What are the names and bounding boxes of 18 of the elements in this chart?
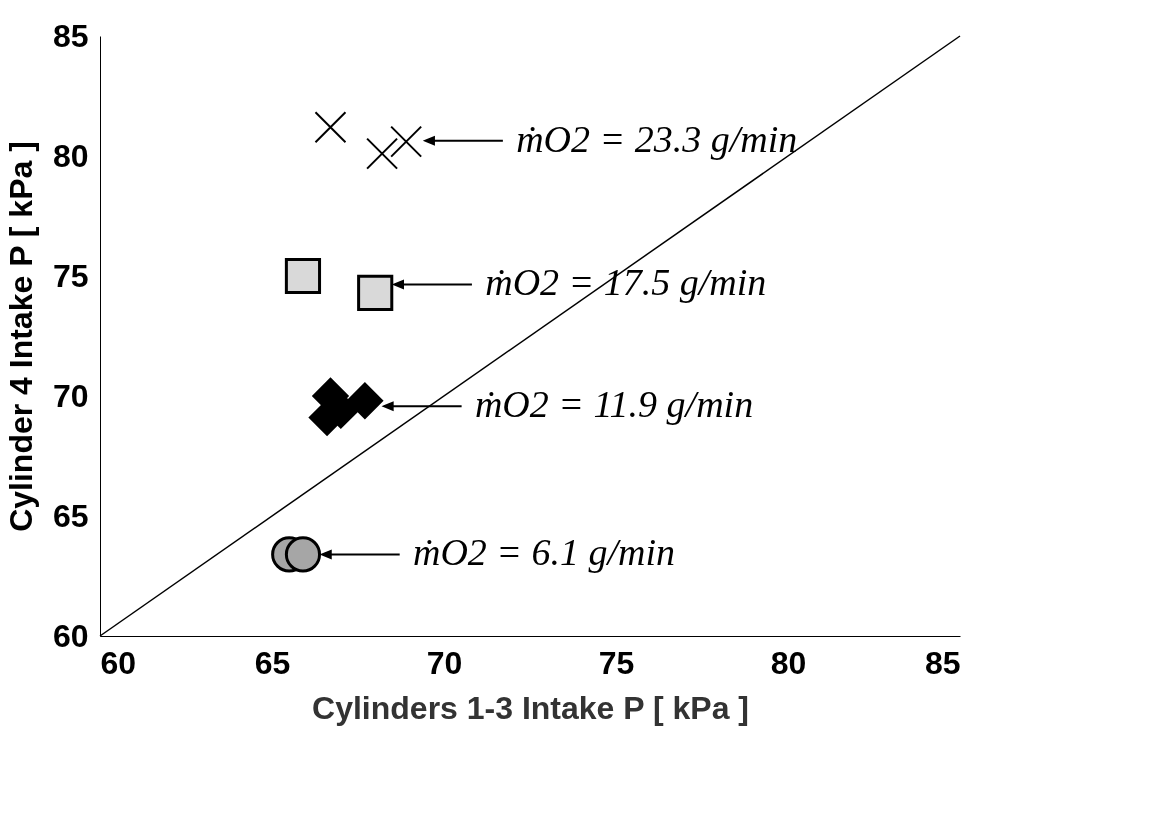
annotation: ṁO2 = 6.1 g/min — [412, 531, 676, 574]
x-axis-title: Cylinders 1-3 Intake P [ kPa ] — [312, 689, 749, 726]
x-tick-label: 60 — [100, 644, 137, 681]
y-tick-label: 75 — [52, 257, 89, 294]
x-tick-label: 65 — [254, 644, 291, 681]
x-tick-label: 80 — [770, 644, 807, 681]
annotation: ṁO2 = 11.9 g/min — [474, 383, 754, 426]
x-tick-label: 70 — [426, 644, 463, 681]
y-tick-label: 65 — [52, 497, 89, 534]
y-tick-label: 60 — [52, 617, 89, 654]
x-tick-label: 85 — [924, 644, 961, 681]
x-tick-label: 75 — [598, 644, 635, 681]
annotation: ṁO2 = 17.5 g/min — [485, 261, 767, 304]
y-tick-label: 85 — [52, 17, 89, 54]
y-tick-label: 80 — [52, 137, 89, 174]
y-axis-title: Cylinder 4 Intake P [ kPa ] — [2, 141, 39, 532]
annotation: ṁO2 = 23.3 g/min — [516, 117, 798, 160]
y-tick-label: 70 — [52, 377, 89, 414]
